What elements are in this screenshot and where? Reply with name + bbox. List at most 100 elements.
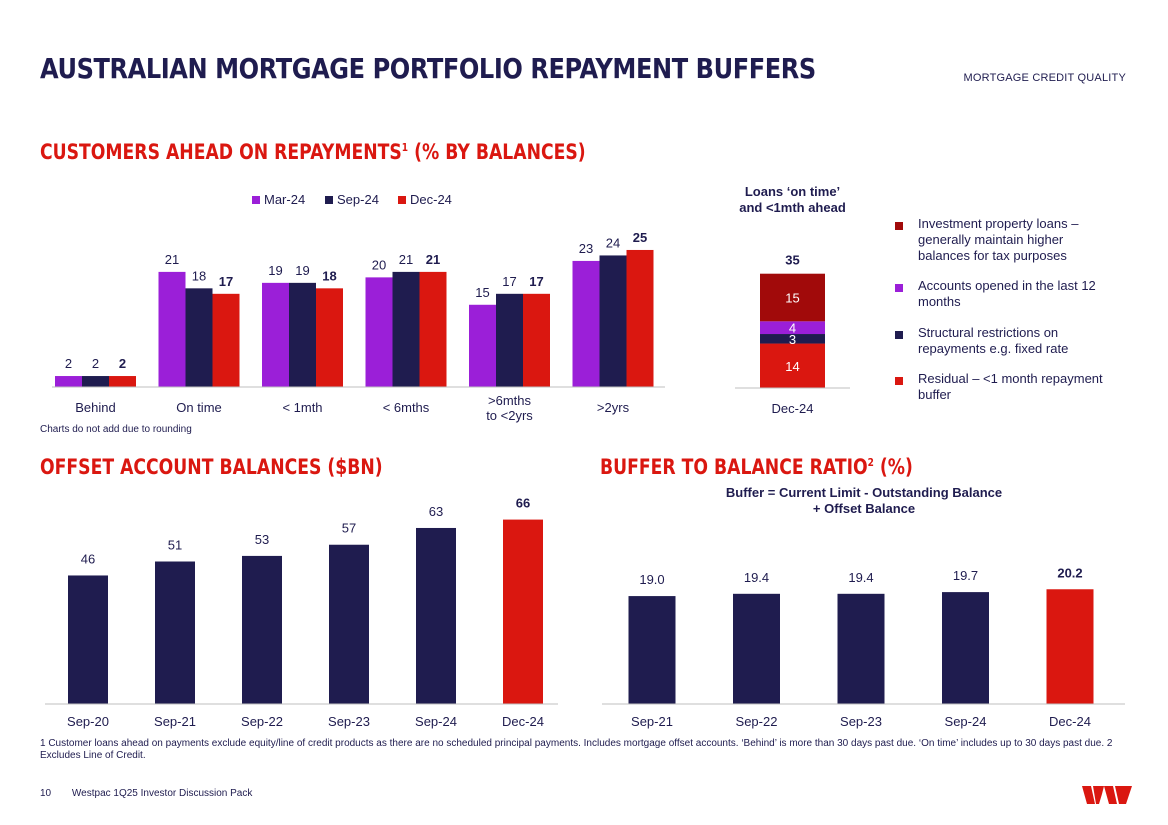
bar-sep-22 bbox=[733, 593, 780, 704]
bar-sep-21 bbox=[155, 561, 195, 704]
bar-value-label: 17 bbox=[502, 274, 516, 289]
category-label: < 6mths bbox=[383, 400, 430, 415]
ratio-heading: BUFFER TO BALANCE RATIO2 (%) bbox=[600, 455, 913, 479]
stack-segment-0 bbox=[760, 343, 825, 388]
legend-swatch bbox=[895, 331, 903, 339]
bar-value-label: 20.2 bbox=[1057, 565, 1082, 580]
legend-label-dec-24: Dec-24 bbox=[410, 192, 452, 207]
legend-label: Structural restrictions on repayments e.… bbox=[918, 325, 1069, 356]
bar-value-label: 23 bbox=[579, 241, 593, 256]
category-label: Dec-24 bbox=[1049, 714, 1091, 729]
legend-label-sep-24: Sep-24 bbox=[337, 192, 379, 207]
bar-mar-24-5 bbox=[572, 260, 600, 387]
westpac-logo-icon bbox=[1082, 786, 1132, 804]
document-name: Westpac 1Q25 Investor Discussion Pack bbox=[71, 788, 253, 799]
bar-value-label: 17 bbox=[529, 274, 543, 289]
bar-value-label: 57 bbox=[342, 521, 356, 536]
bar-sep-24-2 bbox=[289, 282, 316, 387]
category-label: >2yrs bbox=[597, 400, 630, 415]
category-label: Sep-23 bbox=[328, 714, 370, 729]
legend-swatch bbox=[895, 377, 903, 385]
category-label: Behind bbox=[75, 400, 115, 415]
category-label: Sep-21 bbox=[631, 714, 673, 729]
bar-value-label: 18 bbox=[192, 268, 206, 283]
bar-dec-24 bbox=[1046, 589, 1094, 704]
bar-value-label: 21 bbox=[165, 252, 179, 267]
buffer-ratio-chart: 19.0 Sep-21 19.4 Sep-22 19.4 Sep-23 19.7 Sep-24… bbox=[602, 565, 1125, 729]
offset-balances-chart: 46 Sep-20 51 Sep-21 53 Sep-22 57 Sep-23 63 Sep-24… bbox=[45, 496, 558, 729]
bar-sep-24-1 bbox=[185, 288, 213, 387]
category-label: Sep-24 bbox=[945, 714, 987, 729]
stack-segment-3 bbox=[760, 273, 825, 322]
bar-sep-21 bbox=[628, 596, 676, 704]
bar-value-label: 19.0 bbox=[639, 572, 664, 587]
bar-sep-22 bbox=[242, 555, 282, 704]
bar-value-label: 20 bbox=[372, 257, 386, 272]
bar-value-label: 17 bbox=[219, 274, 233, 289]
bar-sep-24-3 bbox=[392, 271, 420, 387]
ontime-stack-chart: 14 34 15 35 Dec-24 bbox=[735, 253, 850, 416]
bar-mar-24-2 bbox=[262, 282, 289, 387]
bar-value-label: 25 bbox=[633, 230, 647, 245]
offset-heading: OFFSET ACCOUNT BALANCES ($BN) bbox=[40, 455, 383, 479]
bar-dec-24-3 bbox=[419, 271, 447, 387]
bar-sep-24-5 bbox=[599, 255, 627, 387]
ratio-subtitle-line1: Buffer = Current Limit - Outstanding Bal… bbox=[725, 485, 1003, 500]
bar-mar-24-0 bbox=[55, 376, 82, 387]
legend-swatch-sep-24 bbox=[325, 196, 333, 204]
page-number: 10 bbox=[40, 788, 52, 799]
category-label: to <2yrs bbox=[486, 408, 533, 423]
bar-mar-24-3 bbox=[365, 277, 393, 387]
bar-sep-23 bbox=[329, 544, 369, 704]
bar-sep-24 bbox=[942, 592, 989, 704]
bar-sep-24 bbox=[416, 527, 456, 704]
legend-swatch bbox=[895, 222, 903, 230]
category-label: Sep-23 bbox=[840, 714, 882, 729]
bar-value-label: 19.4 bbox=[744, 570, 769, 585]
bar-value-label: 19 bbox=[268, 263, 282, 278]
bar-mar-24-1 bbox=[158, 271, 186, 387]
legend-label: Investment property loans – generally ma… bbox=[918, 216, 1079, 263]
category-label: Sep-21 bbox=[154, 714, 196, 729]
customers-ahead-chart: Mar-24 Sep-24 Dec-24 2 2 2 Behind 21 18 17 On time… bbox=[52, 192, 665, 423]
bar-dec-24-5 bbox=[626, 249, 654, 387]
section-label: MORTGAGE CREDIT QUALITY bbox=[963, 72, 1126, 84]
bar-sep-20 bbox=[68, 575, 108, 704]
bar-value-label: 19 bbox=[295, 263, 309, 278]
category-label: On time bbox=[176, 400, 222, 415]
ontime-title-line2: and <1mth ahead bbox=[739, 200, 846, 215]
bar-value-label: 24 bbox=[606, 235, 620, 250]
bar-sep-23 bbox=[837, 593, 885, 704]
bar-value-label: 21 bbox=[399, 252, 413, 267]
stack-segment-2 bbox=[760, 321, 825, 335]
stack-segment-1 bbox=[760, 334, 825, 344]
bar-value-label: 21 bbox=[426, 252, 440, 267]
bar-dec-24-4 bbox=[523, 293, 550, 387]
bar-value-label: 46 bbox=[81, 551, 95, 566]
category-label: Sep-20 bbox=[67, 714, 109, 729]
category-label: Sep-24 bbox=[415, 714, 457, 729]
bar-dec-24-0 bbox=[109, 376, 136, 387]
bar-value-label: 66 bbox=[516, 496, 530, 511]
bar-value-label: 51 bbox=[168, 538, 182, 553]
bar-sep-24-0 bbox=[82, 376, 109, 387]
bar-dec-24-1 bbox=[212, 293, 240, 387]
page-title: AUSTRALIAN MORTGAGE PORTFOLIO REPAYMENT … bbox=[40, 52, 816, 85]
customers-ahead-heading: CUSTOMERS AHEAD ON REPAYMENTS1 (% BY BAL… bbox=[40, 140, 586, 164]
ontime-chart-title: Loans ‘on time’ and <1mth ahead bbox=[735, 184, 850, 216]
bar-value-label: 19.4 bbox=[848, 570, 873, 585]
legend-label-mar-24: Mar-24 bbox=[264, 192, 305, 207]
legend-swatch-dec-24 bbox=[398, 196, 406, 204]
page-footer: 10 Westpac 1Q25 Investor Discussion Pack bbox=[40, 788, 270, 799]
category-label: Sep-22 bbox=[736, 714, 778, 729]
legend-swatch bbox=[895, 284, 903, 292]
stack-segment-label: 14 bbox=[785, 359, 799, 374]
bar-value-label: 2 bbox=[92, 356, 99, 371]
legend-label: Accounts opened in the last 12 months bbox=[918, 278, 1096, 309]
category-label: Dec-24 bbox=[502, 714, 544, 729]
category-label: Dec-24 bbox=[772, 401, 814, 416]
bar-value-label: 2 bbox=[119, 356, 126, 371]
ratio-subtitle: Buffer = Current Limit - Outstanding Bal… bbox=[700, 485, 1028, 517]
stack-total-label: 35 bbox=[785, 253, 799, 268]
bar-mar-24-4 bbox=[469, 304, 496, 387]
